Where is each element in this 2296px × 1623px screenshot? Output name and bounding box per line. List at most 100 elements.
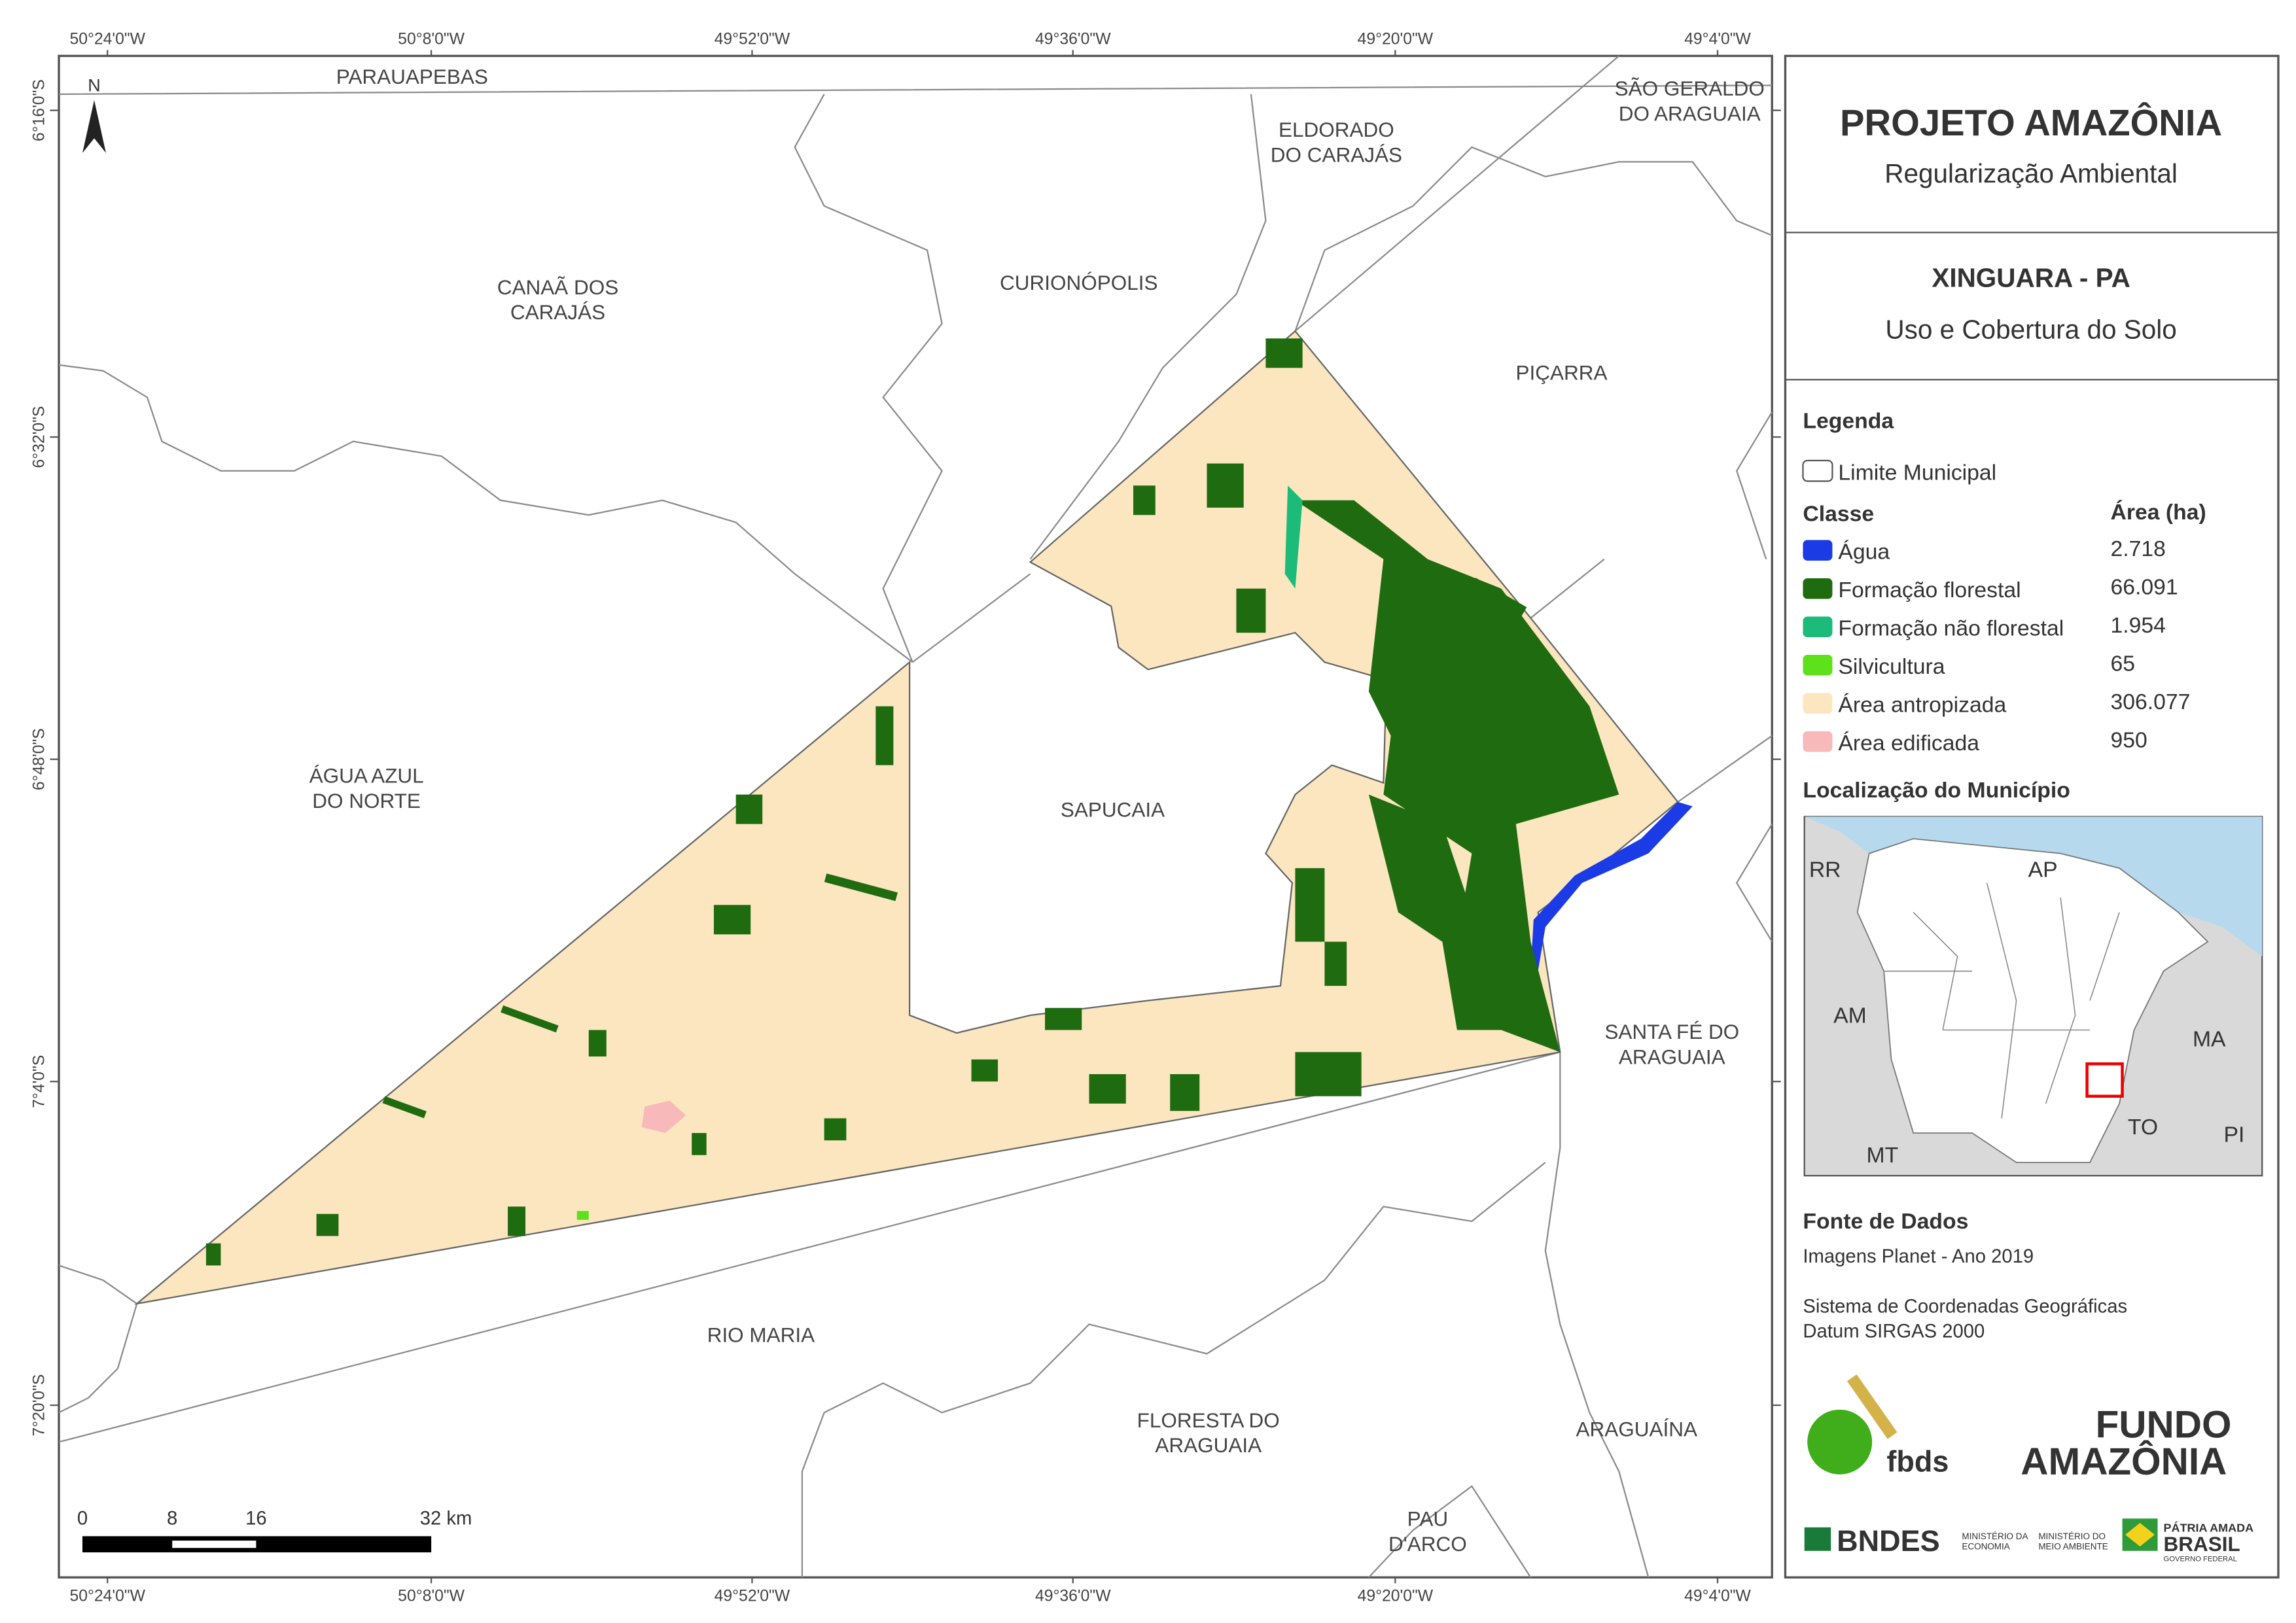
map-theme: Uso e Cobertura do Solo [1885, 314, 2176, 344]
non-forest-patch [1284, 485, 1303, 589]
legend-label: Água [1838, 540, 1890, 565]
scale-label: 0 [77, 1508, 88, 1529]
state-label: TO [2128, 1115, 2158, 1140]
panel-title: PROJETO AMAZÔNIA [1840, 102, 2222, 143]
logo-text: BNDES [1837, 1524, 1939, 1558]
place-label: ARAGUAIA [1619, 1045, 1725, 1068]
logo-text: AMAZÔNIA [2021, 1439, 2227, 1483]
place-label: FLORESTA DO [1137, 1408, 1280, 1432]
logo-text: BRASIL [2164, 1532, 2240, 1556]
place-label: ELDORADO [1279, 118, 1394, 141]
legend-area: 1.954 [2111, 613, 2166, 638]
coord-label: 49°4'0"W [1684, 1587, 1751, 1605]
legend-swatch [1803, 731, 1833, 752]
place-labels: PARAUAPEBAS SÃO GERALDO DO ARAGUAIA ELDO… [309, 65, 1765, 1556]
legend-swatch [1803, 654, 1833, 676]
legend-swatch [1803, 693, 1833, 714]
legend-label: Área antropizada [1838, 693, 2006, 718]
coord-label: 6°32'0"S [31, 406, 48, 468]
map-area: N PARAUAPEBAS SÃO GERALDO DO ARAGUAIA EL… [58, 54, 1773, 1579]
legend-area: 306.077 [2111, 689, 2191, 714]
legend-label: Área edificada [1838, 731, 1979, 756]
source-line: Sistema de Coordenadas Geográficas [1803, 1296, 2127, 1317]
coordinate-labels: 50°24'0"W 50°8'0"W 49°52'0"W 49°36'0"W 49°20… [31, 30, 1781, 1605]
logos: fbds FUNDO AMAZÔNIA BNDES MINISTÉRIO DA … [1804, 1374, 2254, 1563]
place-label: DO CARAJÁS [1271, 143, 1402, 166]
scale-label: 32 km [420, 1508, 472, 1529]
location-title: Localização do Município [1803, 778, 2070, 803]
coord-label: 50°24'0"W [69, 1587, 145, 1605]
coord-label: 6°16'0"S [31, 79, 48, 141]
coord-label: 50°8'0"W [398, 30, 465, 48]
legend-title: Legenda [1803, 409, 1894, 434]
state-label: MT [1867, 1143, 1899, 1168]
place-label: PARAUAPEBAS [336, 65, 488, 88]
legend-swatch [1803, 578, 1833, 599]
coord-label: 49°4'0"W [1684, 30, 1751, 48]
legend-label: Formação não florestal [1838, 616, 2064, 641]
place-label: CANAÃ DOS [497, 275, 618, 299]
logo-text: fbds [1886, 1444, 1949, 1478]
source-line: Datum SIRGAS 2000 [1803, 1321, 1985, 1342]
place-label: PIÇARRA [1516, 360, 1608, 384]
place-label: CURIONÓPOLIS [1000, 271, 1157, 294]
legend-area: 65 [2111, 652, 2136, 676]
class-header: Classe [1803, 501, 1874, 526]
coord-label: 7°4'0"S [31, 1055, 48, 1108]
place-label: ARAGUAÍNA [1576, 1417, 1697, 1440]
coord-label: 49°36'0"W [1035, 1587, 1111, 1605]
state-label: AP [2028, 858, 2058, 882]
legend-label: Formação florestal [1838, 578, 2021, 602]
logo-text: MINISTÉRIO DA [1962, 1531, 2028, 1541]
state-label: PI [2224, 1122, 2245, 1147]
silviculture [576, 1211, 589, 1220]
location-inset: RR AP AM MA TO MT PI [1803, 816, 2263, 1177]
coord-label: 7°20'0"S [31, 1374, 48, 1437]
place-label: SÃO GERALDO [1615, 77, 1765, 100]
coord-label: 49°20'0"W [1358, 1587, 1434, 1605]
fbds-logo [1807, 1409, 1873, 1475]
scale-label: 16 [245, 1508, 267, 1529]
side-panel: PROJETO AMAZÔNIA Regularização Ambiental… [1784, 54, 2280, 1579]
coord-label: 49°52'0"W [715, 30, 790, 48]
legend-swatch [1803, 540, 1833, 561]
area-header: Área (ha) [2111, 500, 2206, 525]
place-label: RIO MARIA [707, 1323, 815, 1346]
legend-label: Limite Municipal [1838, 460, 1996, 485]
location-marker [2085, 1062, 2124, 1098]
north-label: N [88, 75, 101, 95]
coord-label: 49°20'0"W [1358, 30, 1434, 48]
legend-rows: Água 2.718 Formação florestal 66.091 Formaçã… [1803, 536, 2190, 756]
place-label: D'ARCO [1388, 1532, 1467, 1556]
state-label: AM [1833, 1003, 1867, 1028]
place-label: ÁGUA AZUL [309, 764, 424, 788]
municipality: XINGUARA - PA [1932, 263, 2130, 293]
logo-text: GOVERNO FEDERAL [2164, 1556, 2237, 1563]
place-label: ARAGUAIA [1155, 1433, 1262, 1457]
place-label: PAU [1407, 1507, 1448, 1531]
logo-text: ECONOMIA [1962, 1542, 2009, 1552]
legend-area: 2.718 [2111, 536, 2166, 561]
sources-title: Fonte de Dados [1803, 1209, 1968, 1234]
state-label: MA [2193, 1026, 2226, 1051]
legend-swatch [1802, 459, 1833, 482]
place-label: DO ARAGUAIA [1619, 101, 1761, 125]
place-label: DO NORTE [312, 789, 421, 812]
legend-area: 66.091 [2111, 575, 2178, 600]
legend-swatch [1803, 616, 1833, 637]
coord-label: 50°8'0"W [398, 1587, 465, 1605]
panel-subtitle: Regularização Ambiental [1884, 158, 2178, 188]
scale-bar: 0 8 16 32 km [77, 1508, 472, 1553]
legend-label: Silvicultura [1838, 654, 1945, 679]
logo-text: PÁTRIA AMADA [2164, 1521, 2254, 1535]
logo-text: MEIO AMBIENTE [2038, 1542, 2108, 1552]
forest-patches [205, 338, 1619, 1266]
coord-label: 49°52'0"W [715, 1587, 790, 1605]
north-arrow: N [82, 75, 106, 153]
coord-label: 50°24'0"W [69, 30, 145, 48]
source-line: Imagens Planet - Ano 2019 [1803, 1246, 2034, 1267]
place-label: SAPUCAIA [1061, 797, 1165, 821]
coord-label: 49°36'0"W [1035, 30, 1111, 48]
place-label: CARAJÁS [510, 300, 605, 324]
